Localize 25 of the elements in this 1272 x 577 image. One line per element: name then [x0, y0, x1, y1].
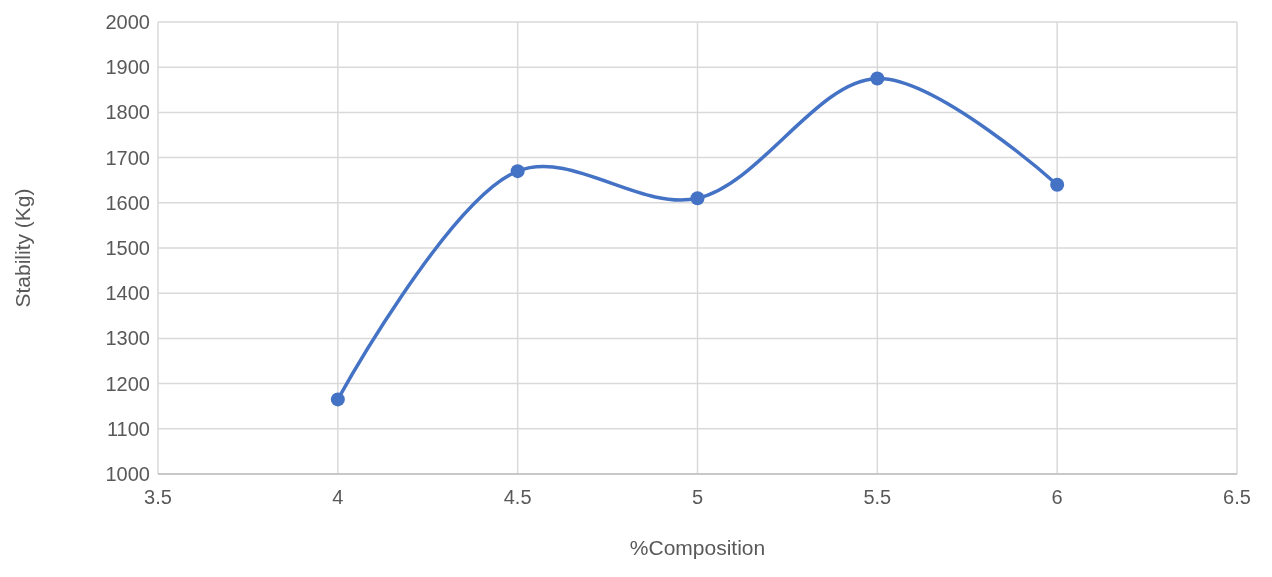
y-tick-label: 1400 — [105, 282, 150, 305]
x-axis-title: %Composition — [629, 536, 766, 559]
x-tick-label: 6 — [1051, 486, 1063, 508]
y-tick-label: 1900 — [105, 56, 150, 79]
point — [510, 164, 525, 179]
x-tick-label: 4 — [332, 486, 344, 508]
point — [690, 191, 705, 206]
y-tick-label: 1000 — [105, 463, 150, 485]
y-tick-label: 1300 — [105, 327, 150, 350]
y-tick-label: 1700 — [105, 146, 150, 169]
point — [330, 392, 345, 407]
x-tick-label: 3.5 — [144, 486, 172, 508]
x-tick-label: 4.5 — [503, 486, 532, 508]
x-tick-label: 6.5 — [1223, 486, 1251, 508]
y-tick-label: 1200 — [105, 372, 150, 395]
x-tick-label: 5.5 — [863, 486, 892, 508]
y-axis-title: Stability (Kg) — [11, 188, 34, 308]
y-tick-label: 1800 — [105, 101, 150, 124]
point — [870, 71, 885, 86]
y-tick-label: 2000 — [105, 11, 150, 33]
x-tick-label: 5 — [691, 486, 704, 508]
y-tick-label: 1500 — [105, 237, 150, 259]
y-tick-label: 1100 — [106, 417, 150, 440]
point — [1050, 177, 1065, 192]
y-tick-label: 1600 — [105, 191, 150, 214]
